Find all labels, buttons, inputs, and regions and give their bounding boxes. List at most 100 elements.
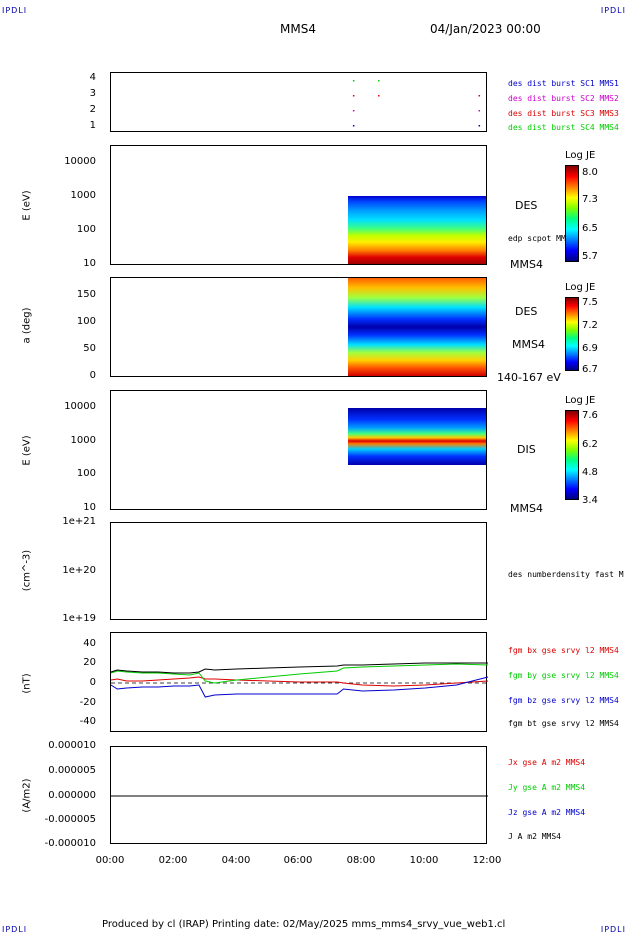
des-pitch-ytick-50: 50 xyxy=(83,343,96,354)
des-pitch-label: DES xyxy=(515,305,538,318)
des-energy-colorbar xyxy=(565,165,579,262)
current-ytick-0: 0.000010 xyxy=(48,740,96,751)
des-energy-ytick-100: 100 xyxy=(76,224,96,235)
fgm-ytick-0: 0 xyxy=(89,677,96,688)
fgm-ylabel: (nT) xyxy=(21,673,33,694)
des-energy-panel xyxy=(110,145,487,265)
x-tick-0400: 04:00 xyxy=(221,855,251,866)
des-pitch-sublabel: MMS4 xyxy=(512,338,545,351)
dis-energy-bottom-label: MMS4 xyxy=(510,502,543,515)
corner-label-bl: IPDLI xyxy=(2,925,28,934)
burst-ytick-2: 2 xyxy=(89,104,96,115)
burst-legend-mms1: des dist burst SC1 MMS1 xyxy=(508,79,619,88)
corner-label-tr: IPDLI xyxy=(600,6,626,15)
fgm-ytick-40: 40 xyxy=(83,638,96,649)
fgm-series-line xyxy=(110,662,488,674)
des-pitch-ytick-100: 100 xyxy=(76,316,96,327)
fgm-legend-bx: fgm bx gse srvy l2 MMS4 xyxy=(508,646,619,655)
dis-energy-ytick-10000: 10000 xyxy=(64,401,96,412)
des-pitch-cbar-tick-2: 6.9 xyxy=(582,343,598,354)
burst-marker xyxy=(378,95,380,97)
burst-marker xyxy=(352,80,355,82)
dis-energy-ylabel: E (eV) xyxy=(21,435,33,466)
x-tick-0800: 08:00 xyxy=(346,855,376,866)
fgm-legend-by: fgm by gse srvy l2 MMS4 xyxy=(508,671,619,680)
des-energy-spectrogram xyxy=(348,196,486,264)
burst-ytick-3: 3 xyxy=(89,88,96,99)
dis-energy-cbar-title: Log JE xyxy=(565,395,596,406)
burst-legend-mms3: des dist burst SC3 MMS3 xyxy=(508,109,619,118)
burst-ytick-1: 1 xyxy=(89,120,96,131)
dis-energy-panel xyxy=(110,390,487,510)
dis-energy-label: DIS xyxy=(517,443,536,456)
burst-legend-mms4: des dist burst SC4 MMS4 xyxy=(508,123,619,132)
density-ylabel: (cm^-3) xyxy=(21,549,33,592)
des-energy-ytick-10000: 10000 xyxy=(64,156,96,167)
fgm-ytick-20: 20 xyxy=(83,657,96,668)
dis-energy-ytick-100: 100 xyxy=(76,468,96,479)
dis-energy-ytick-10: 10 xyxy=(83,502,96,513)
current-legend-jy: Jy gse A m2 MMS4 xyxy=(508,783,586,792)
dis-energy-cbar-tick-1: 6.2 xyxy=(582,439,598,450)
burst-marker xyxy=(352,125,355,127)
des-energy-bottom-label: MMS4 xyxy=(510,258,543,271)
burst-marker xyxy=(478,95,481,97)
current-panel xyxy=(110,746,488,844)
burst-marker xyxy=(352,110,355,112)
density-legend: des numberdensity fast M xyxy=(508,570,624,579)
burst-marker xyxy=(478,125,481,127)
fgm-plot xyxy=(110,662,489,698)
dis-energy-cbar-tick-0: 7.6 xyxy=(582,410,598,421)
dis-energy-cbar-tick-3: 3.4 xyxy=(582,495,598,506)
corner-label-tl: IPDLI xyxy=(2,6,28,15)
fgm-ytick-m40: -40 xyxy=(79,716,96,727)
burst-marker xyxy=(478,110,481,112)
current-ytick-4: -0.000010 xyxy=(44,838,96,849)
burst-marker xyxy=(352,95,355,97)
des-pitch-cbar-tick-1: 7.2 xyxy=(582,320,598,331)
dis-energy-spectrogram xyxy=(348,408,486,465)
current-legend-jz: Jz gse A m2 MMS4 xyxy=(508,808,586,817)
density-ytick-1e19: 1e+19 xyxy=(62,613,96,624)
current-ytick-2: 0.000000 xyxy=(48,790,96,801)
des-energy-label: DES xyxy=(515,199,538,212)
fgm-ytick-m20: -20 xyxy=(79,697,96,708)
des-pitch-panel xyxy=(110,277,487,377)
density-panel xyxy=(110,522,487,620)
density-ytick-1e20: 1e+20 xyxy=(62,565,96,576)
x-tick-1200: 12:00 xyxy=(472,855,502,866)
x-tick-1000: 10:00 xyxy=(409,855,439,866)
des-pitch-colorbar xyxy=(565,297,579,371)
des-energy-ytick-10: 10 xyxy=(83,258,96,269)
des-energy-cbar-tick-0: 8.0 xyxy=(582,167,598,178)
spacecraft-title: MMS4 xyxy=(280,22,316,36)
des-pitch-bottom-label: 140-167 eV xyxy=(497,371,561,384)
dis-energy-cbar-tick-2: 4.8 xyxy=(582,467,598,478)
des-pitch-cbar-tick-3: 6.7 xyxy=(582,364,598,375)
burst-legend-mms2: des dist burst SC2 MMS2 xyxy=(508,94,619,103)
current-plot xyxy=(111,795,488,797)
current-ylabel: (A/m2) xyxy=(21,778,33,813)
des-pitch-ytick-0: 0 xyxy=(89,370,96,381)
des-pitch-spectrogram xyxy=(348,278,486,376)
burst-marker xyxy=(378,80,380,82)
current-legend-jx: Jx gse A m2 MMS4 xyxy=(508,758,586,767)
des-pitch-cbar-tick-0: 7.5 xyxy=(582,297,598,308)
date-title: 04/Jan/2023 00:00 xyxy=(430,22,541,36)
fgm-legend-bt: fgm bt gse srvy l2 MMS4 xyxy=(508,719,619,728)
des-pitch-ylabel: a (deg) xyxy=(21,307,33,344)
fgm-series-line xyxy=(110,676,489,687)
footer-text: Produced by cl (IRAP) Printing date: 02/… xyxy=(102,919,506,930)
dis-energy-ytick-1000: 1000 xyxy=(70,435,96,446)
dis-energy-colorbar xyxy=(565,410,579,500)
x-tick-0000: 00:00 xyxy=(95,855,125,866)
des-energy-ytick-1000: 1000 xyxy=(70,190,96,201)
des-energy-ylabel: E (eV) xyxy=(21,190,33,221)
fgm-series-line xyxy=(110,676,489,698)
current-legend-j: J A m2 MMS4 xyxy=(508,832,561,841)
burst-ytick-4: 4 xyxy=(89,72,96,83)
fgm-panel xyxy=(110,632,489,732)
fgm-series-line xyxy=(110,663,489,684)
burst-plot xyxy=(352,80,481,127)
current-ytick-3: -0.000005 xyxy=(44,814,96,825)
